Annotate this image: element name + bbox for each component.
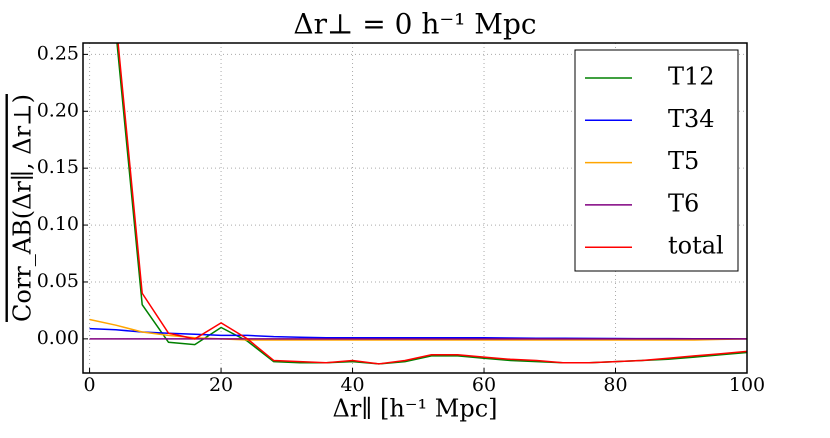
legend-label: T12 bbox=[668, 63, 715, 91]
legend-label: T6 bbox=[668, 189, 699, 217]
y-tick-label: 0.20 bbox=[37, 99, 79, 121]
x-tick-label: 80 bbox=[603, 374, 627, 396]
chart-title: Δr⊥ = 0 h⁻¹ Mpc bbox=[293, 8, 536, 41]
plot-lines bbox=[89, 43, 747, 365]
y-tick-label: 0.00 bbox=[37, 327, 79, 349]
series-line bbox=[117, 43, 747, 365]
legend-label: T34 bbox=[668, 105, 715, 133]
series-line bbox=[89, 318, 747, 341]
x-tick-label: 20 bbox=[209, 374, 233, 396]
x-tick-label: 100 bbox=[729, 374, 765, 396]
y-tick-label: 0.25 bbox=[37, 42, 79, 64]
x-axis-label: Δr∥ [h⁻¹ Mpc] bbox=[333, 395, 498, 423]
y-tick-label: 0.05 bbox=[37, 270, 79, 292]
y-tick-label: 0.10 bbox=[37, 213, 79, 235]
x-tick-label: 40 bbox=[340, 374, 364, 396]
legend-label: T5 bbox=[668, 147, 699, 175]
plot-frame bbox=[82, 42, 748, 374]
legend-box bbox=[574, 49, 739, 272]
x-tick-label: 0 bbox=[84, 374, 96, 396]
y-tick-label: 0.15 bbox=[37, 156, 79, 178]
x-tick-label: 60 bbox=[472, 374, 496, 396]
y-axis-label: Corr_AB(Δr∥, Δr⊥) bbox=[9, 94, 37, 322]
legend-label: total bbox=[668, 232, 724, 260]
